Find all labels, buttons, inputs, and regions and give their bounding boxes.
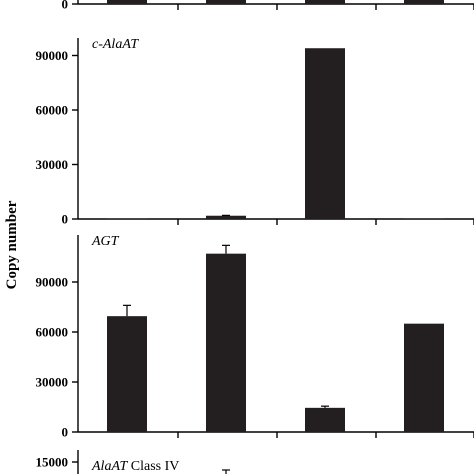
- bar: [404, 218, 444, 220]
- bar: [206, 0, 246, 4]
- y-tick-label: 15000: [36, 455, 69, 470]
- panel-AlaAT Class IV: 15000 AlaAT Class IV: [36, 450, 230, 474]
- bar: [404, 323, 444, 432]
- bar: [305, 0, 345, 4]
- panel-c-AlaAT: 0 30000 60000 90000 c-AlaAT: [36, 37, 474, 227]
- y-tick-label: 90000: [36, 275, 69, 290]
- panel-label: AlaAT Class IV: [91, 459, 179, 474]
- bar: [107, 0, 147, 4]
- y-tick-label: 60000: [36, 103, 69, 118]
- bar: [107, 218, 147, 220]
- panel-AGT: 0 30000 60000 90000 AGT: [36, 234, 474, 440]
- chart-panels: 0 0 30000 60000 90000 c-AlaAT 0 30000 60000 90000…: [36, 0, 474, 474]
- y-tick-label: 0: [62, 212, 69, 227]
- bar: [206, 215, 246, 219]
- bar: [404, 0, 444, 4]
- bar: [305, 407, 345, 432]
- y-tick-label: 0: [62, 0, 69, 12]
- y-tick-label: 90000: [36, 48, 69, 63]
- y-tick-label: 30000: [36, 375, 69, 390]
- bar: [206, 253, 246, 432]
- y-tick-label: 0: [62, 425, 69, 440]
- y-axis-title: Copy number: [4, 200, 20, 289]
- panel-label-italic: AlaAT: [91, 459, 128, 474]
- panel-label-italic: AGT: [91, 234, 120, 249]
- y-tick-label: 60000: [36, 325, 69, 340]
- panel-label: AGT: [91, 234, 120, 249]
- panel-label-suffix: Class IV: [127, 459, 179, 474]
- y-tick-label: 30000: [36, 157, 69, 172]
- panel-label-italic: c-AlaAT: [92, 37, 139, 52]
- bar: [305, 48, 345, 219]
- panel-label: c-AlaAT: [92, 37, 139, 52]
- bar: [107, 316, 147, 432]
